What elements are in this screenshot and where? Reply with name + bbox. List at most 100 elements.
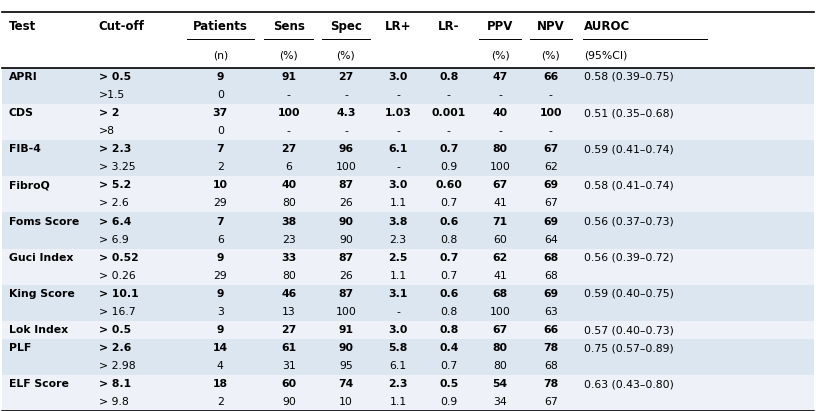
Text: 27: 27 [339, 72, 353, 82]
Text: 0.4: 0.4 [439, 343, 459, 353]
Text: 100: 100 [539, 108, 562, 118]
Text: Spec: Spec [330, 20, 362, 33]
Text: ELF Score: ELF Score [9, 379, 69, 389]
Bar [2, 375, 814, 393]
Text: (%): (%) [542, 51, 560, 60]
Bar [2, 176, 814, 194]
Text: 2.3: 2.3 [390, 235, 406, 245]
Text: 10: 10 [213, 180, 228, 190]
Text: 0.6: 0.6 [439, 217, 459, 226]
Text: -: - [397, 90, 400, 100]
Text: -: - [447, 90, 450, 100]
Text: 2.5: 2.5 [388, 253, 408, 263]
Text: 4: 4 [217, 361, 224, 371]
Text: > 0.5: > 0.5 [99, 72, 131, 82]
Text: 5.8: 5.8 [388, 343, 408, 353]
Text: 26: 26 [339, 199, 353, 208]
Text: 64: 64 [544, 235, 557, 245]
Text: 40: 40 [493, 108, 508, 118]
Text: 80: 80 [282, 199, 296, 208]
Text: 9: 9 [216, 253, 224, 263]
Text: 1.1: 1.1 [390, 397, 406, 407]
Text: 18: 18 [213, 379, 228, 389]
Text: 0.7: 0.7 [439, 144, 459, 154]
Bar [2, 194, 814, 212]
Text: > 2.3: > 2.3 [99, 144, 131, 154]
Text: 29: 29 [214, 271, 227, 281]
Text: -: - [499, 126, 502, 136]
Text: 10: 10 [339, 397, 353, 407]
Text: 4.3: 4.3 [336, 108, 356, 118]
Text: LR-: LR- [438, 20, 459, 33]
Text: 27: 27 [282, 325, 296, 335]
Text: 9: 9 [216, 72, 224, 82]
Text: 60: 60 [282, 379, 296, 389]
Text: 2.3: 2.3 [388, 379, 408, 389]
Bar [2, 339, 814, 357]
Bar [2, 303, 814, 321]
Text: 68: 68 [544, 361, 557, 371]
Text: -: - [397, 126, 400, 136]
Text: PPV: PPV [487, 20, 513, 33]
Text: 13: 13 [282, 307, 295, 317]
Text: 90: 90 [339, 343, 353, 353]
Text: > 0.52: > 0.52 [99, 253, 139, 263]
Text: 90: 90 [339, 235, 353, 245]
Text: -: - [344, 126, 348, 136]
Bar [2, 140, 814, 158]
Text: -: - [397, 307, 400, 317]
Text: 62: 62 [544, 162, 557, 172]
Text: AUROC: AUROC [584, 20, 631, 33]
Text: 0.8: 0.8 [440, 307, 458, 317]
Text: > 9.8: > 9.8 [99, 397, 128, 407]
Text: 3.0: 3.0 [388, 180, 408, 190]
Text: > 2.98: > 2.98 [99, 361, 135, 371]
Text: 0.8: 0.8 [439, 325, 459, 335]
Text: > 2.6: > 2.6 [99, 199, 128, 208]
Text: -: - [499, 90, 502, 100]
Text: -: - [549, 90, 552, 100]
Text: > 3.25: > 3.25 [99, 162, 135, 172]
Text: (95%CI): (95%CI) [584, 51, 628, 60]
Text: 87: 87 [339, 180, 353, 190]
Text: 67: 67 [543, 144, 558, 154]
Bar [2, 68, 814, 86]
Text: 47: 47 [493, 72, 508, 82]
Text: -: - [549, 126, 552, 136]
Text: 0.51 (0.35–0.68): 0.51 (0.35–0.68) [584, 108, 674, 118]
Text: 41: 41 [494, 199, 507, 208]
Text: Patients: Patients [193, 20, 248, 33]
Text: 0.75 (0.57–0.89): 0.75 (0.57–0.89) [584, 343, 674, 353]
Text: (%): (%) [337, 51, 355, 60]
Text: 96: 96 [339, 144, 353, 154]
Text: 78: 78 [543, 379, 558, 389]
Text: 6: 6 [286, 162, 292, 172]
Text: 0: 0 [217, 90, 224, 100]
Text: Test: Test [9, 20, 36, 33]
Text: 90: 90 [282, 397, 296, 407]
Text: > 0.5: > 0.5 [99, 325, 131, 335]
Bar [2, 357, 814, 375]
Text: 100: 100 [490, 162, 511, 172]
Text: 74: 74 [339, 379, 353, 389]
Text: FIB-4: FIB-4 [9, 144, 41, 154]
Text: 23: 23 [282, 235, 295, 245]
Bar [2, 285, 814, 303]
Text: PLF: PLF [9, 343, 31, 353]
Text: 66: 66 [543, 72, 558, 82]
Text: 100: 100 [335, 162, 357, 172]
Text: 3.1: 3.1 [388, 289, 408, 299]
Bar [2, 267, 814, 285]
Text: 0.9: 0.9 [440, 397, 458, 407]
Text: -: - [447, 126, 450, 136]
Text: 9: 9 [216, 325, 224, 335]
Text: 91: 91 [282, 72, 296, 82]
Bar [2, 86, 814, 104]
Text: NPV: NPV [537, 20, 565, 33]
Text: > 10.1: > 10.1 [99, 289, 139, 299]
Text: 1.1: 1.1 [390, 271, 406, 281]
Text: (%): (%) [491, 51, 509, 60]
Text: > 2.6: > 2.6 [99, 343, 131, 353]
Text: 100: 100 [277, 108, 300, 118]
Text: 0.59 (0.41–0.74): 0.59 (0.41–0.74) [584, 144, 674, 154]
